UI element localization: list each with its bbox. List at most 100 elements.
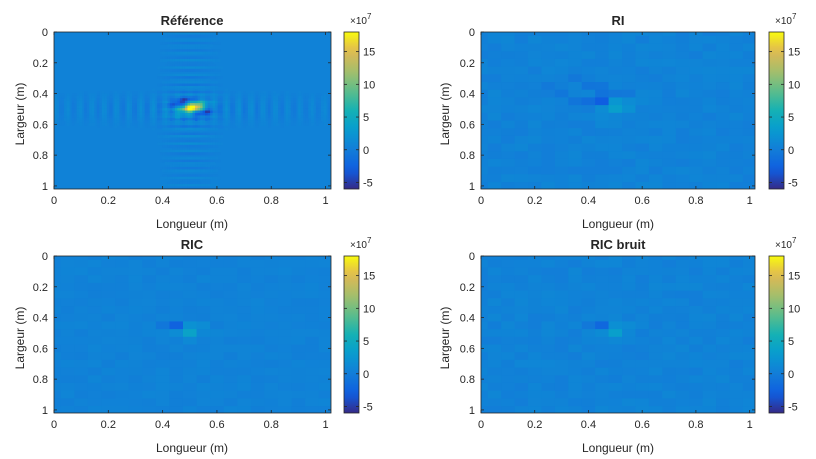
heatmap-cell (137, 98, 141, 102)
heatmap-cell (716, 321, 731, 330)
heatmap-cell (197, 68, 201, 72)
heatmap-cell (675, 89, 690, 99)
heatmap-cell (86, 112, 90, 117)
heatmap-cell (195, 73, 199, 77)
heatmap-cell (164, 39, 168, 43)
heatmap-cell (174, 164, 178, 168)
heatmap-cell (94, 115, 98, 119)
y-tick-label: 0.8 (460, 150, 475, 162)
heatmap-cell (74, 282, 89, 292)
heatmap-cell (298, 117, 302, 121)
heatmap-cell (84, 103, 88, 107)
heatmap-cell (195, 44, 199, 48)
heatmap-cell (119, 122, 123, 126)
heatmap-cell (217, 125, 221, 129)
heatmap-cell (217, 73, 221, 77)
heatmap-cell (127, 117, 131, 121)
heatmap-cell (128, 398, 143, 407)
heatmap-cell (702, 97, 717, 106)
heatmap-cell (172, 78, 176, 82)
heatmap-cell (169, 81, 173, 85)
heatmap-cell (217, 95, 221, 99)
heatmap-cell (60, 298, 75, 307)
heatmap-cell (245, 100, 249, 104)
heatmap-cell (608, 43, 623, 52)
y-tick-label: 0.8 (33, 374, 48, 386)
heatmap-cell (202, 81, 206, 85)
heatmap-cell (729, 359, 744, 369)
heatmap-cell (278, 313, 293, 323)
heatmap-cell (189, 115, 194, 119)
heatmap-cell (223, 359, 238, 369)
heatmap-cell (481, 390, 489, 399)
heatmap-cell (215, 93, 219, 97)
heatmap-cell (568, 128, 583, 137)
heatmap-cell (215, 110, 219, 114)
heatmap-cell (247, 103, 252, 107)
heatmap-cell (86, 108, 90, 112)
panel-reference: Référence 0 0.2 0.4 0.6 0.8 100.20.40.60.81 -… (13, 12, 375, 231)
heatmap-cell (87, 367, 103, 376)
y-axis-label: Largeur (m) (438, 83, 452, 146)
heatmap-cell (481, 89, 489, 99)
heatmap-cell (177, 125, 181, 129)
heatmap-cell (187, 125, 191, 129)
heatmap-cell (104, 105, 108, 109)
heatmap-cell (323, 105, 327, 109)
heatmap-cell (187, 78, 191, 82)
heatmap-cell (264, 406, 279, 413)
heatmap-cell (622, 321, 637, 330)
heatmap-cell (189, 93, 194, 97)
heatmap-cell (481, 352, 489, 361)
heatmap-cell (305, 282, 320, 292)
heatmap-cell (541, 128, 556, 137)
heatmap-cell (202, 144, 206, 148)
heatmap-cell (174, 39, 178, 43)
heatmap-cell (293, 117, 297, 121)
heatmap-cell (159, 125, 163, 129)
heatmap-cell (155, 390, 171, 399)
heatmap-cell (305, 120, 309, 124)
heatmap-cell (134, 93, 138, 97)
heatmap-cell (210, 41, 214, 45)
heatmap-cell (303, 105, 307, 109)
heatmap-cell (104, 103, 108, 107)
heatmap-cell (662, 35, 677, 45)
heatmap-cell (278, 298, 293, 307)
heatmap-cell (298, 120, 302, 124)
heatmap-cell (179, 46, 184, 50)
heatmap-cell (60, 344, 75, 353)
heatmap-cell (220, 117, 224, 121)
heatmap-cell (54, 120, 58, 124)
heatmap-cell (716, 267, 731, 276)
y-tick-label: 0.2 (33, 58, 48, 70)
heatmap-cell (285, 90, 289, 94)
heatmap-cell (689, 35, 704, 45)
heatmap-cell (195, 127, 199, 131)
heatmap-cell (164, 149, 168, 153)
heatmap-cell (128, 290, 143, 299)
heatmap-cell (608, 151, 623, 160)
heatmap-cell (149, 117, 153, 121)
heatmap-cell (189, 44, 194, 48)
heatmap-cell (195, 159, 199, 163)
heatmap-cell (225, 110, 229, 114)
heatmap-cell (481, 359, 489, 369)
heatmap-cell (66, 108, 70, 112)
heatmap-cell (305, 115, 309, 119)
colorbar-tick-label: 15 (363, 47, 375, 59)
heatmap-cell (155, 267, 171, 276)
heatmap-field (481, 32, 755, 189)
heatmap-cell (210, 108, 214, 112)
heatmap-cell (230, 98, 234, 102)
heatmap-cell (200, 147, 204, 151)
heatmap-cell (177, 105, 181, 109)
heatmap-cell (689, 174, 704, 183)
heatmap-cell (635, 352, 650, 361)
heatmap-cell (128, 298, 143, 307)
heatmap-cell (264, 259, 279, 269)
heatmap-cell (501, 89, 516, 99)
heatmap-cell (159, 58, 163, 63)
heatmap-cell (177, 88, 181, 92)
heatmap-cell (230, 100, 234, 104)
